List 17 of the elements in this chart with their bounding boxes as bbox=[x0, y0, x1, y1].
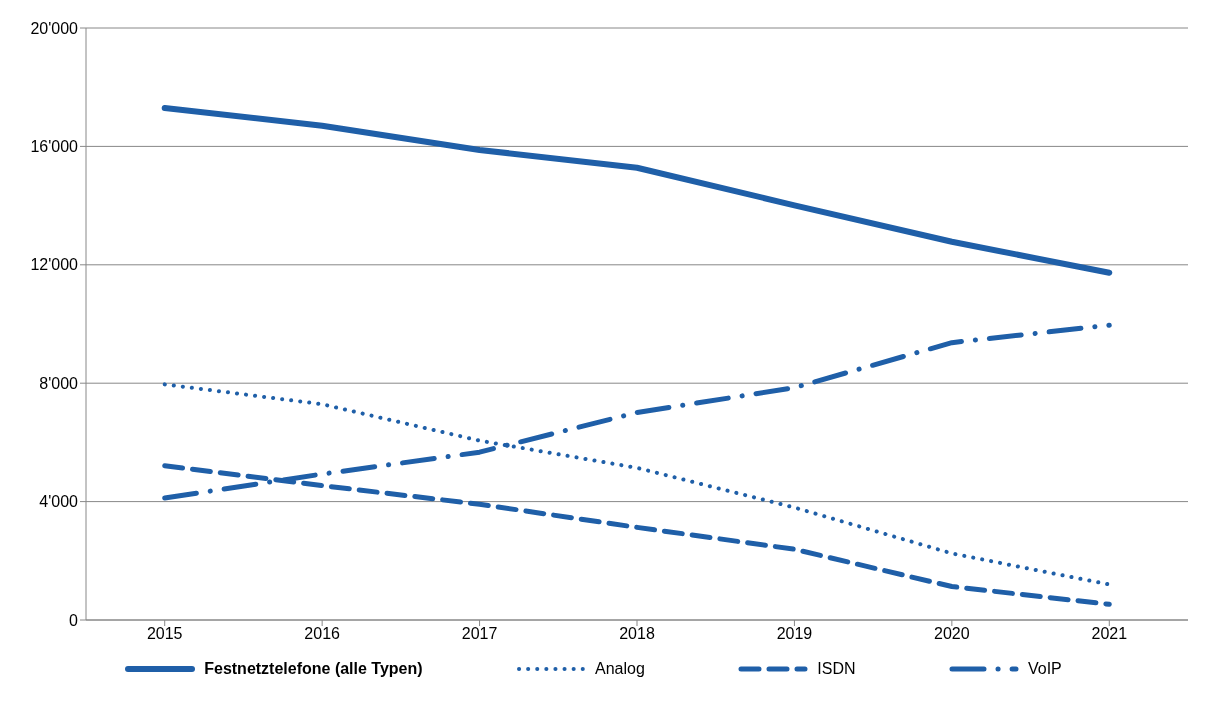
x-tick-label: 2016 bbox=[304, 625, 341, 643]
y-tick-label: 16'000 bbox=[30, 138, 79, 156]
legend-label: Analog bbox=[595, 660, 645, 678]
y-tick-label: 20'000 bbox=[30, 19, 79, 37]
y-tick-label: 0 bbox=[69, 611, 79, 629]
x-tick-label: 2019 bbox=[776, 625, 813, 643]
legend-label: VoIP bbox=[1027, 660, 1062, 678]
legend-label: Festnetztelefone (alle Typen) bbox=[204, 660, 423, 678]
y-tick-label: 12'000 bbox=[30, 256, 79, 274]
legend-label: ISDN bbox=[817, 660, 856, 678]
x-tick-label: 2018 bbox=[619, 625, 655, 643]
y-tick-label: 4'000 bbox=[39, 493, 79, 511]
x-tick-label: 2017 bbox=[461, 625, 498, 643]
x-tick-label: 2015 bbox=[146, 625, 183, 643]
y-tick-label: 8'000 bbox=[39, 374, 79, 392]
x-tick-label: 2020 bbox=[934, 625, 970, 643]
x-tick-label: 2021 bbox=[1091, 625, 1128, 643]
